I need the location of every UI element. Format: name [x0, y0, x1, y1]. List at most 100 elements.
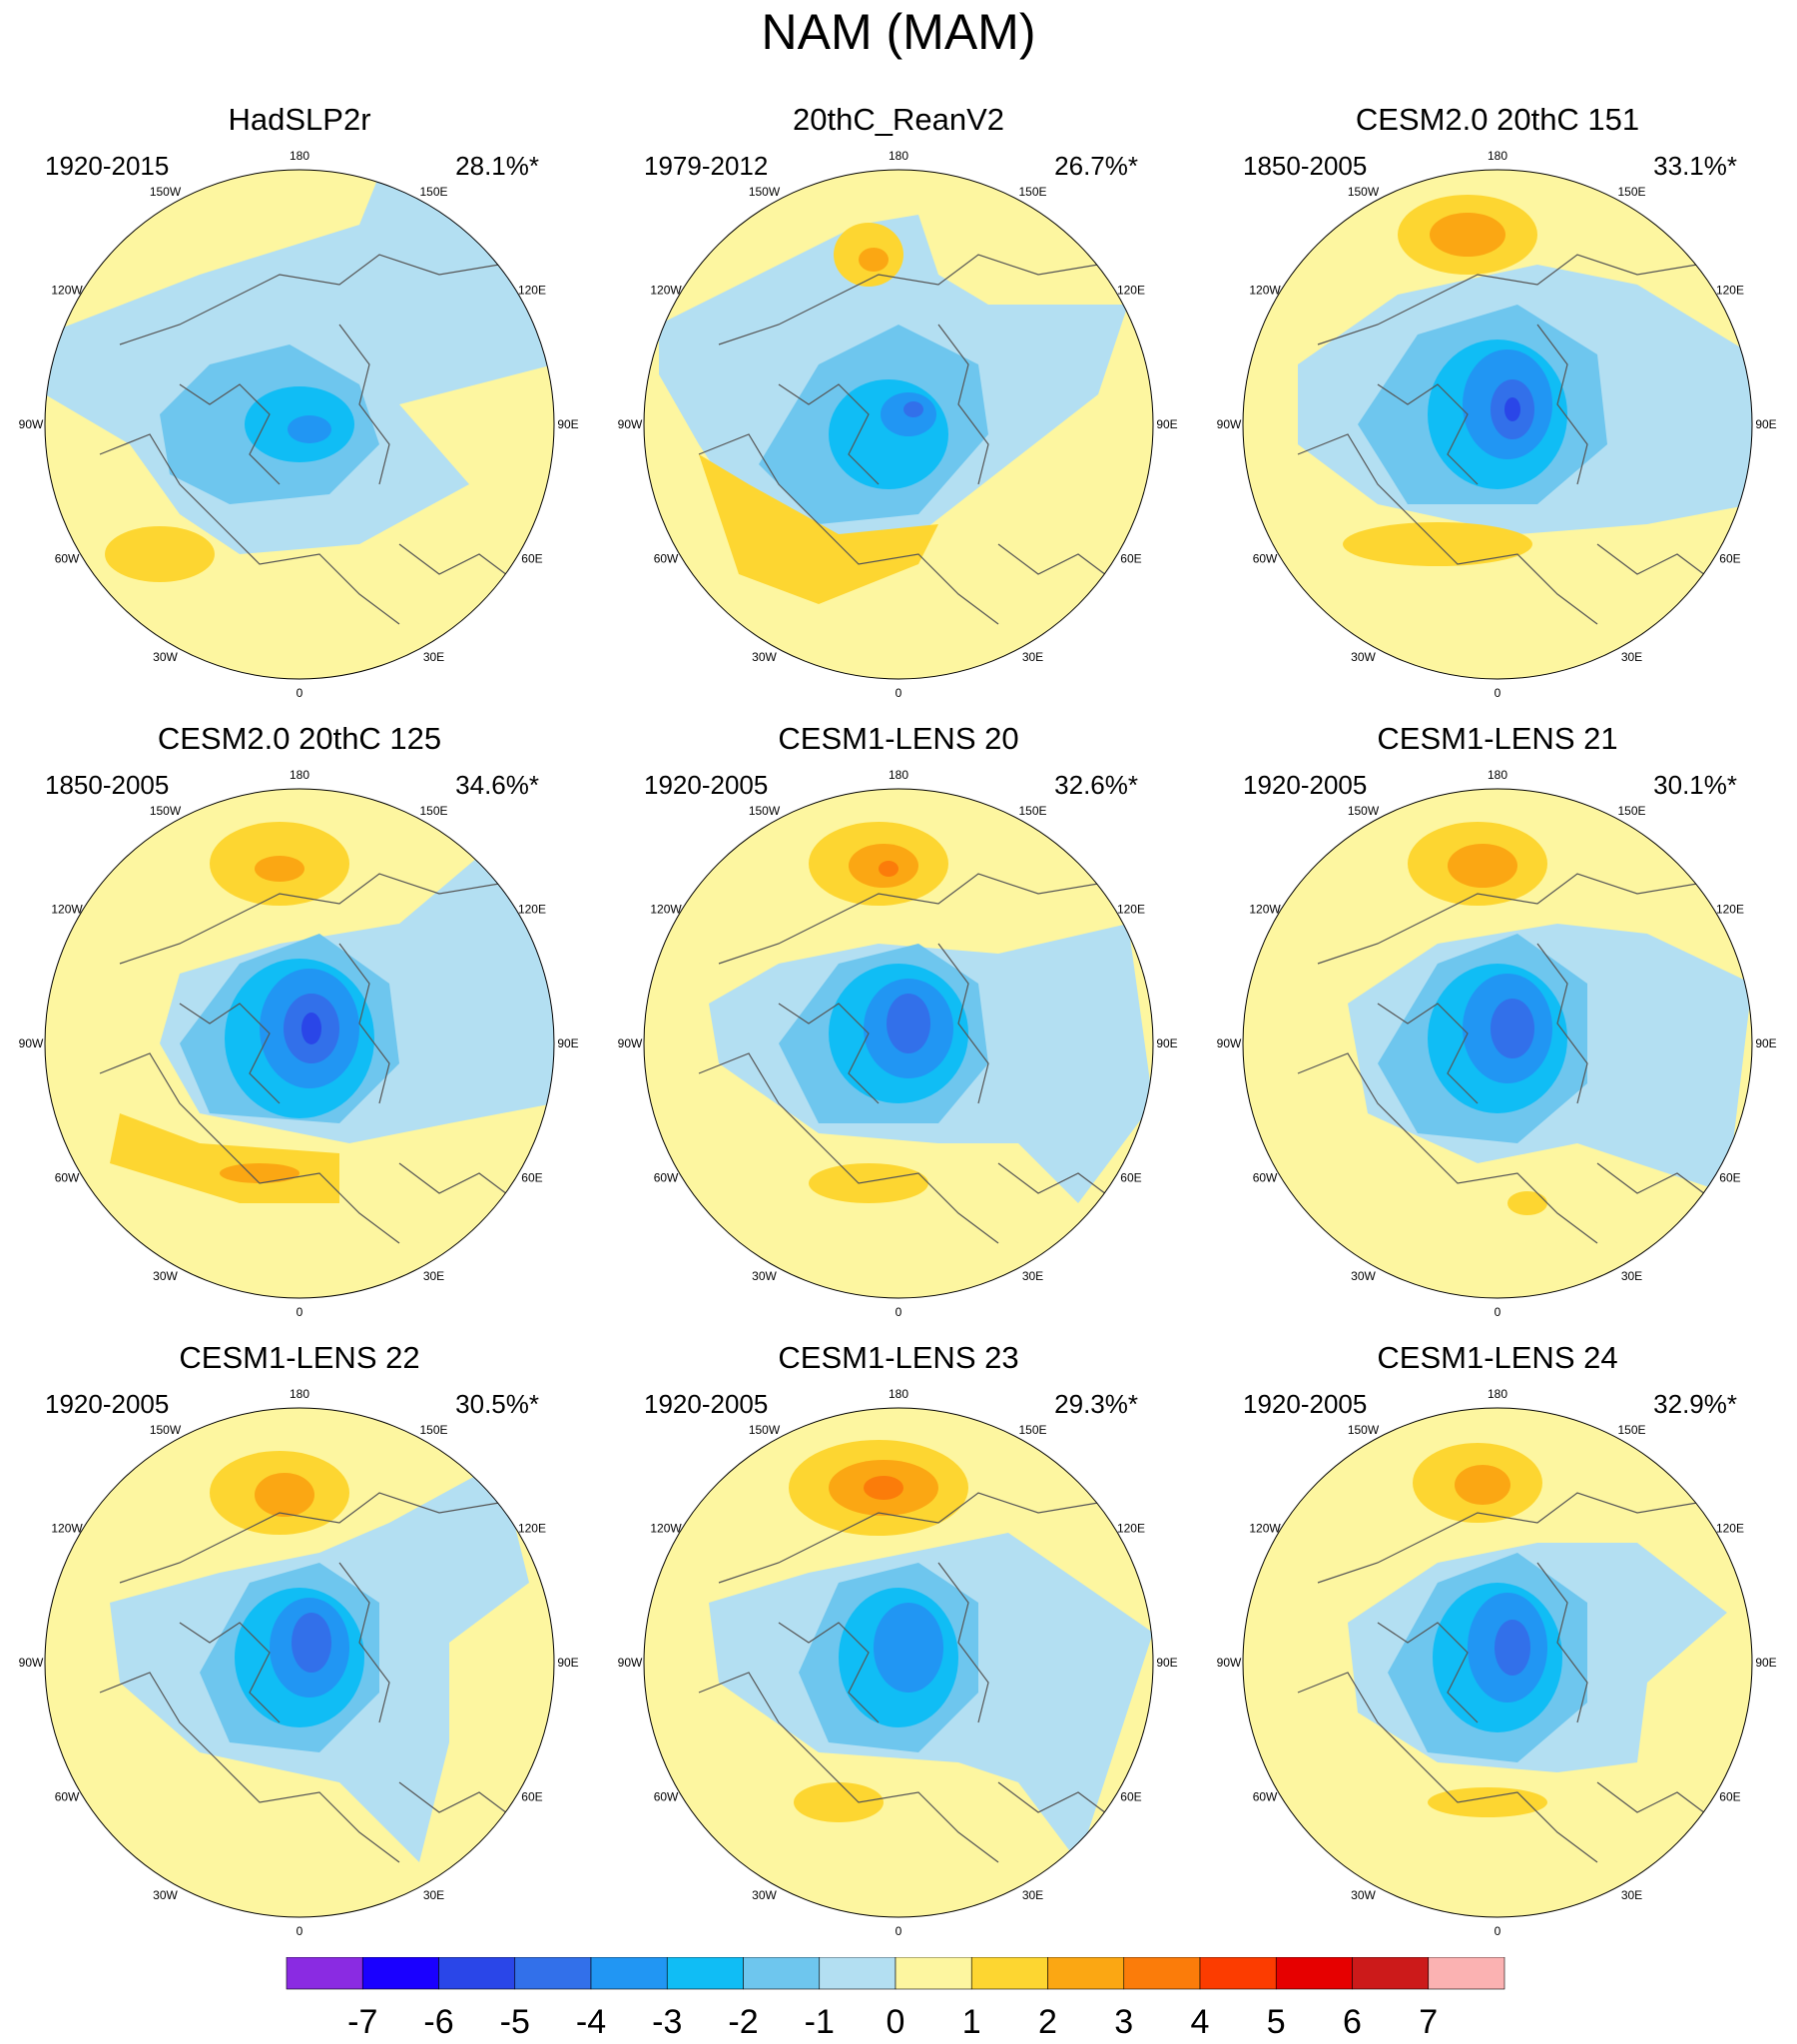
- longitude-label: 60E: [521, 552, 542, 566]
- map-border: [1242, 169, 1753, 680]
- colorbar-swatch: [895, 1957, 972, 1990]
- colorbar-label: 6: [1343, 2003, 1362, 2041]
- longitude-label: 90E: [557, 1036, 578, 1050]
- panel-variance: 34.6%*: [455, 770, 539, 800]
- longitude-label: 120W: [650, 1522, 682, 1536]
- coastline: [778, 383, 880, 485]
- panel-title: CESM1-LENS 23: [778, 1340, 1019, 1375]
- panel-variance: 29.3%*: [1054, 1389, 1138, 1419]
- coastline: [1377, 1622, 1479, 1723]
- longitude-label: 90E: [557, 417, 578, 431]
- longitude-label: 30W: [153, 1269, 178, 1283]
- longitude-label: 90W: [1217, 417, 1242, 431]
- panel-period: 1920-2005: [644, 1389, 769, 1419]
- map-panel: CESM1-LENS 24 1920-2005 32.9%* 180 150E 120E 9…: [1198, 1338, 1797, 1947]
- longitude-label: 0: [896, 1924, 902, 1938]
- contour-region: [887, 994, 930, 1053]
- polar-map: 180 150E 120E 90E 60E 30E 0 30W 60W 90W 120W 150W: [1217, 1387, 1777, 1938]
- longitude-label: 0: [1495, 1924, 1501, 1938]
- longitude-label: 60E: [1719, 1171, 1740, 1185]
- longitude-label: 90E: [1156, 417, 1177, 431]
- contour-region: [255, 1473, 314, 1517]
- longitude-label: 180: [889, 1387, 908, 1401]
- coastline: [1297, 1672, 1598, 1863]
- coastline: [398, 1162, 520, 1204]
- longitude-label: 30E: [423, 1888, 444, 1902]
- coastline: [99, 1052, 400, 1244]
- coastline: [99, 1672, 400, 1863]
- longitude-label: 180: [1488, 1387, 1507, 1401]
- longitude-label: 60E: [521, 1790, 542, 1804]
- contour-region: [829, 379, 948, 489]
- coastline: [937, 943, 989, 1104]
- longitude-label: 90E: [1755, 1656, 1776, 1670]
- panel-variance: 32.9%*: [1653, 1389, 1737, 1419]
- map-border: [643, 169, 1154, 680]
- longitude-label: 60E: [521, 1171, 542, 1185]
- contour-region: [699, 454, 938, 604]
- longitude-label: 30W: [153, 1888, 178, 1902]
- coastline: [698, 433, 999, 625]
- panel-title: CESM1-LENS 21: [1377, 721, 1618, 756]
- coastline: [1317, 254, 1698, 345]
- coastline: [338, 1562, 390, 1723]
- longitude-label: 60W: [1253, 1790, 1278, 1804]
- longitude-label: 150W: [150, 185, 182, 199]
- longitude-label: 120E: [518, 903, 546, 917]
- coastline: [937, 324, 989, 485]
- coastline: [997, 1781, 1119, 1823]
- panel-title: CESM1-LENS 20: [778, 721, 1019, 756]
- longitude-label: 150E: [419, 1423, 447, 1437]
- contour-region: [288, 415, 331, 443]
- colorbar-label: -4: [576, 2003, 606, 2041]
- contour-region: [1430, 213, 1505, 257]
- coastline: [1596, 543, 1718, 585]
- panel-period: 1920-2015: [45, 151, 170, 181]
- coastline: [718, 254, 1099, 345]
- longitude-label: 150W: [1348, 185, 1380, 199]
- contour-region: [1455, 1465, 1510, 1505]
- coastline: [937, 1562, 989, 1723]
- map-panel: CESM1-LENS 20 1920-2005 32.6%* 180 150E 120E 9…: [599, 719, 1198, 1328]
- longitude-label: 150E: [1617, 1423, 1645, 1437]
- colorbar-label: -1: [805, 2003, 835, 2041]
- contour-region: [1448, 844, 1517, 888]
- longitude-label: 90W: [618, 1036, 643, 1050]
- colorbar-label: -3: [652, 2003, 682, 2041]
- longitude-label: 30W: [752, 650, 777, 664]
- polar-map: 180 150E 120E 90E 60E 30E 0 30W 60W 90W 120W 150W: [618, 768, 1178, 1319]
- coastline: [997, 1162, 1119, 1204]
- colorbar-swatch: [970, 1957, 1048, 1990]
- colorbar: -7 -6 -5 -4 -3 -2 -1 0 1 2 3 4 5 6 7: [286, 1957, 1505, 2041]
- panel-variance: 28.1%*: [455, 151, 539, 181]
- longitude-label: 0: [297, 1305, 303, 1319]
- longitude-label: 0: [297, 1924, 303, 1938]
- colorbar-label: 5: [1267, 2003, 1286, 2041]
- colorbar-swatch: [361, 1957, 439, 1990]
- map-border: [643, 1407, 1154, 1918]
- panel-period: 1920-2005: [1243, 770, 1368, 800]
- colorbar-swatch: [286, 1957, 363, 1990]
- longitude-label: 120E: [1117, 903, 1145, 917]
- colorbar-swatch: [1428, 1957, 1505, 1990]
- longitude-label: 0: [896, 686, 902, 700]
- map-panel: CESM1-LENS 23 1920-2005 29.3%* 180 150E 120E 9…: [599, 1338, 1198, 1947]
- longitude-label: 90W: [1217, 1036, 1242, 1050]
- polar-map: 180 150E 120E 90E 60E 30E 0 30W 60W 90W 120W 150W: [1217, 768, 1777, 1319]
- longitude-label: 30E: [423, 1269, 444, 1283]
- longitude-label: 120W: [51, 284, 83, 298]
- longitude-label: 120E: [1716, 1522, 1744, 1536]
- colorbar-swatch: [819, 1957, 897, 1990]
- panel-title: CESM1-LENS 22: [179, 1340, 420, 1375]
- longitude-label: 120W: [650, 903, 682, 917]
- longitude-label: 30E: [1621, 650, 1642, 664]
- panel-title: 20thC_ReanV2: [793, 102, 1004, 137]
- coastline: [1536, 943, 1588, 1104]
- longitude-label: 30E: [1621, 1269, 1642, 1283]
- longitude-label: 90E: [1755, 417, 1776, 431]
- polar-map: 180 150E 120E 90E 60E 30E 0 30W 60W 90W 120W 150W: [19, 149, 579, 700]
- map-border: [44, 169, 555, 680]
- longitude-label: 180: [889, 149, 908, 163]
- longitude-label: 120E: [1117, 284, 1145, 298]
- longitude-label: 30W: [1351, 1888, 1376, 1902]
